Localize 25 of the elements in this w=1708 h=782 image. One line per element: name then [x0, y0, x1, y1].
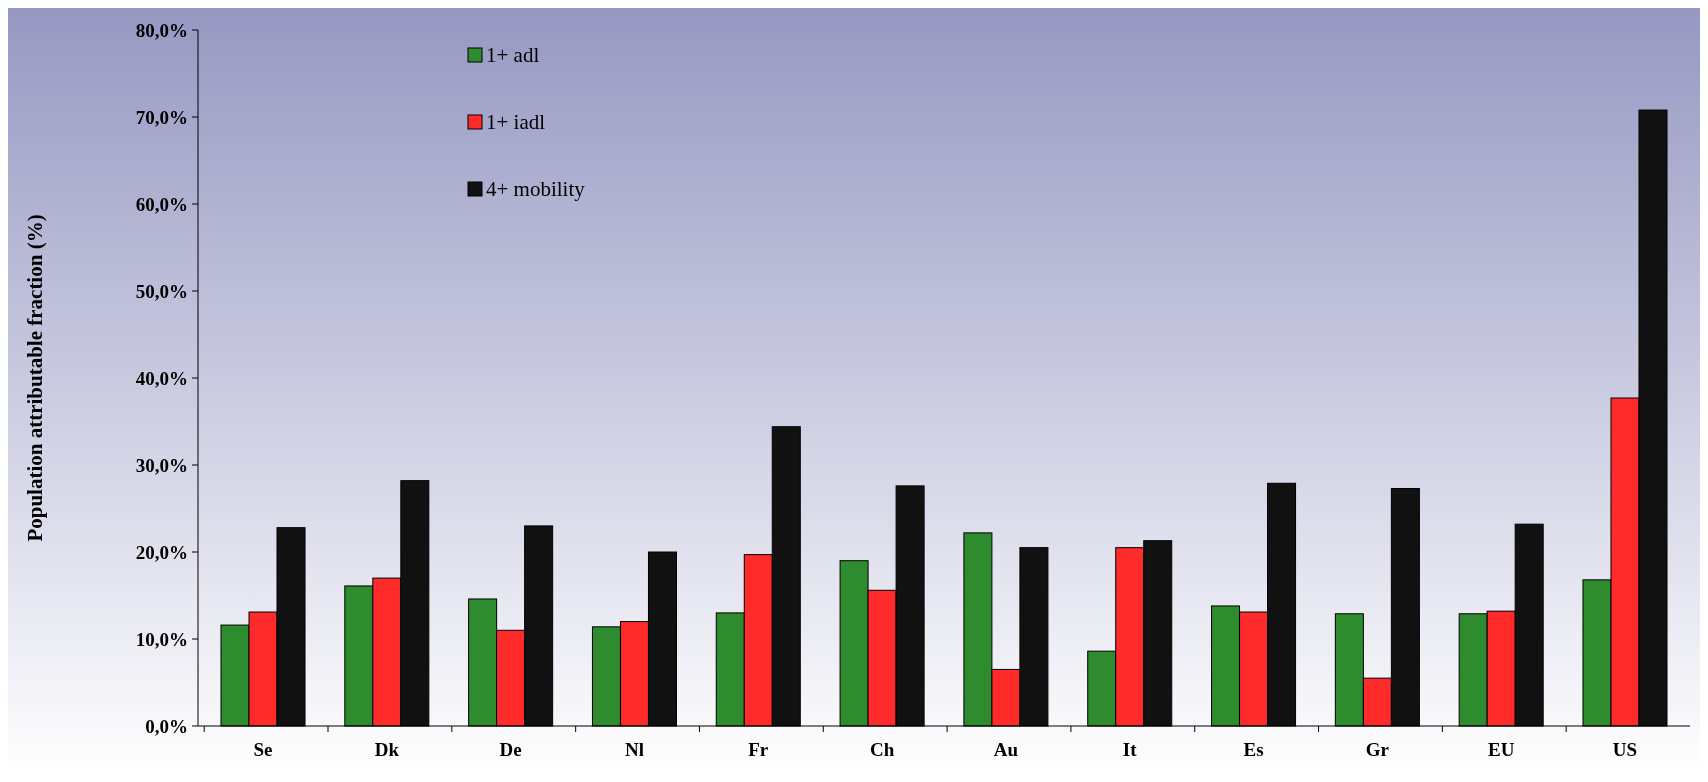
- legend-label: 4+ mobility: [486, 177, 586, 202]
- legend-label: 1+ iadl: [486, 110, 546, 135]
- legend-label: 1+ adl: [486, 43, 540, 68]
- x-tick-label: Gr: [1365, 739, 1390, 760]
- x-tick-label: US: [1612, 739, 1638, 760]
- y-tick-label: 70,0%: [135, 106, 188, 128]
- y-tick-label: 30,0%: [135, 454, 188, 476]
- x-tick-label: Ch: [869, 739, 895, 760]
- x-tick-label: Es: [1243, 739, 1264, 760]
- y-tick-label: 80,0%: [135, 19, 188, 41]
- y-tick-label: 10,0%: [135, 628, 188, 650]
- y-tick-label: 50,0%: [135, 280, 188, 302]
- y-tick-label: 20,0%: [135, 541, 188, 563]
- x-tick-label: Dk: [374, 739, 400, 760]
- y-tick-label: 40,0%: [135, 367, 188, 389]
- x-tick-label: Nl: [624, 739, 644, 760]
- x-tick-label: Se: [253, 739, 273, 760]
- x-tick-label: EU: [1487, 739, 1515, 760]
- x-tick-label: De: [499, 739, 522, 760]
- x-tick-label: Fr: [748, 739, 769, 760]
- y-axis-title: Population attributable fraction (%): [23, 214, 47, 542]
- x-tick-label: It: [1122, 739, 1138, 760]
- x-tick-label: Au: [993, 739, 1019, 760]
- y-tick-label: 0,0%: [145, 715, 188, 737]
- y-tick-label: 60,0%: [135, 193, 188, 215]
